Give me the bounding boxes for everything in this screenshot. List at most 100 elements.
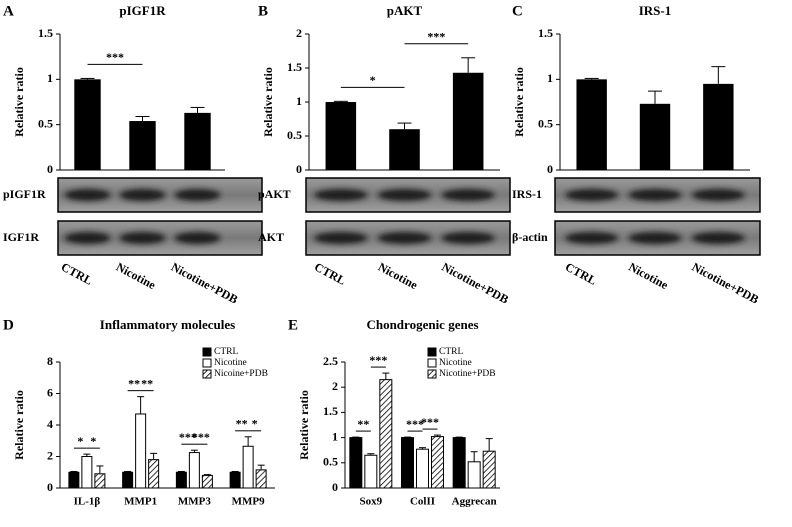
significance-label: *	[77, 434, 83, 448]
bar	[703, 83, 734, 170]
y-tick-label: 0	[47, 480, 53, 494]
error-bar	[190, 449, 198, 453]
significance-label: **	[236, 417, 248, 431]
x-tick-label: Nicotine	[114, 260, 159, 293]
blot-label: pIGF1R	[3, 187, 46, 201]
y-axis-label: Relative ratio	[12, 67, 26, 137]
x-tick-label: CTRL	[59, 260, 95, 288]
x-tick-label: Nicotine+PDB	[690, 260, 761, 307]
significance-label: ***	[406, 417, 424, 431]
significance-label: ***	[421, 415, 439, 429]
bar	[255, 469, 267, 489]
bar	[129, 121, 156, 170]
blot-band	[691, 189, 745, 201]
y-tick-label: 1.5	[323, 404, 338, 418]
significance-label: *	[370, 73, 376, 87]
y-axis-label: Relative ratio	[261, 67, 275, 137]
x-tick-label: Nicotine+PDB	[169, 260, 240, 307]
error-bar	[137, 396, 145, 414]
bar	[188, 452, 200, 489]
blot-band	[314, 189, 368, 201]
error-bar	[584, 77, 599, 80]
blot-band	[441, 232, 495, 244]
y-tick-label: 1	[547, 71, 553, 85]
error-bar	[190, 106, 205, 113]
legend-swatch	[427, 369, 437, 379]
legend-label: Nicotine	[214, 358, 247, 368]
significance-label: ***	[179, 430, 197, 444]
chart-title: Inflammatory molecules	[100, 317, 235, 332]
chart-title: pAKT	[387, 3, 423, 18]
y-tick-label: 4	[47, 417, 53, 431]
error-bar	[711, 66, 726, 84]
y-tick-label: 0.5	[287, 128, 302, 142]
bar	[452, 437, 466, 489]
error-bar	[455, 436, 463, 438]
panel-letter: A	[3, 3, 14, 19]
bar	[94, 473, 106, 489]
error-bar	[80, 77, 95, 80]
error-bar	[434, 434, 441, 437]
significance-label: ***	[106, 50, 124, 64]
error-bar	[244, 436, 252, 447]
y-tick-label: 2	[47, 448, 53, 462]
x-tick-label: IL-1β	[74, 496, 101, 508]
error-bar	[648, 90, 662, 104]
blot-band	[314, 232, 368, 244]
y-tick-label: 1	[332, 429, 338, 443]
error-bar	[382, 372, 390, 380]
bar	[229, 471, 241, 489]
error-bar	[333, 100, 348, 102]
blot-band	[565, 232, 619, 244]
blot-band	[64, 189, 111, 201]
error-bar	[419, 447, 426, 450]
y-tick-label: 8	[47, 354, 53, 368]
legend-label: CTRL	[439, 347, 463, 357]
significance-label: ***	[192, 430, 210, 444]
bar	[379, 379, 393, 489]
error-bar	[124, 470, 132, 473]
significance-label: **	[357, 417, 369, 431]
y-tick-label: 2	[296, 26, 302, 40]
y-tick-label: 1.5	[538, 26, 553, 40]
legend-swatch	[427, 347, 437, 357]
x-tick-label: Nicotine+PDB	[439, 260, 510, 307]
error-bar	[352, 436, 360, 438]
chart-title: pIGF1R	[119, 3, 166, 18]
y-tick-label: 0.5	[323, 455, 338, 469]
blot-band	[441, 189, 495, 201]
y-tick-label: 0.5	[538, 116, 553, 130]
blot-band	[119, 232, 166, 244]
bar	[452, 72, 484, 170]
bar	[81, 456, 93, 489]
error-bar	[96, 465, 104, 474]
panel-letter: D	[3, 317, 14, 333]
bar	[467, 461, 481, 489]
y-tick-label: 0	[296, 162, 302, 176]
bar	[416, 448, 429, 489]
blot-label: β-actin	[512, 230, 548, 244]
blot-label: pAKT	[258, 187, 291, 201]
x-tick-label: MMP1	[124, 496, 157, 508]
chart-title: IRS-1	[639, 3, 672, 18]
bar	[175, 471, 187, 489]
blot-band	[628, 189, 682, 201]
x-tick-label: CTRL	[563, 260, 599, 288]
blot-band	[377, 189, 432, 201]
legend-swatch	[427, 358, 437, 368]
y-tick-label: 2.5	[323, 354, 338, 368]
y-tick-label: 6	[47, 385, 53, 399]
error-bar	[177, 470, 185, 473]
legend-label: Nicotine+PDB	[439, 369, 496, 379]
bar	[135, 413, 147, 489]
error-bar	[231, 470, 239, 473]
bar	[184, 112, 211, 170]
error-bar	[461, 57, 476, 73]
bar	[349, 437, 363, 489]
blot-band	[628, 232, 682, 244]
y-axis-label: Relative ratio	[512, 67, 526, 137]
blot-band	[377, 232, 432, 244]
chart-title: Chondrogenic genes	[366, 317, 478, 332]
blot-label: IGF1R	[3, 230, 39, 244]
y-tick-label: 1	[47, 71, 53, 85]
